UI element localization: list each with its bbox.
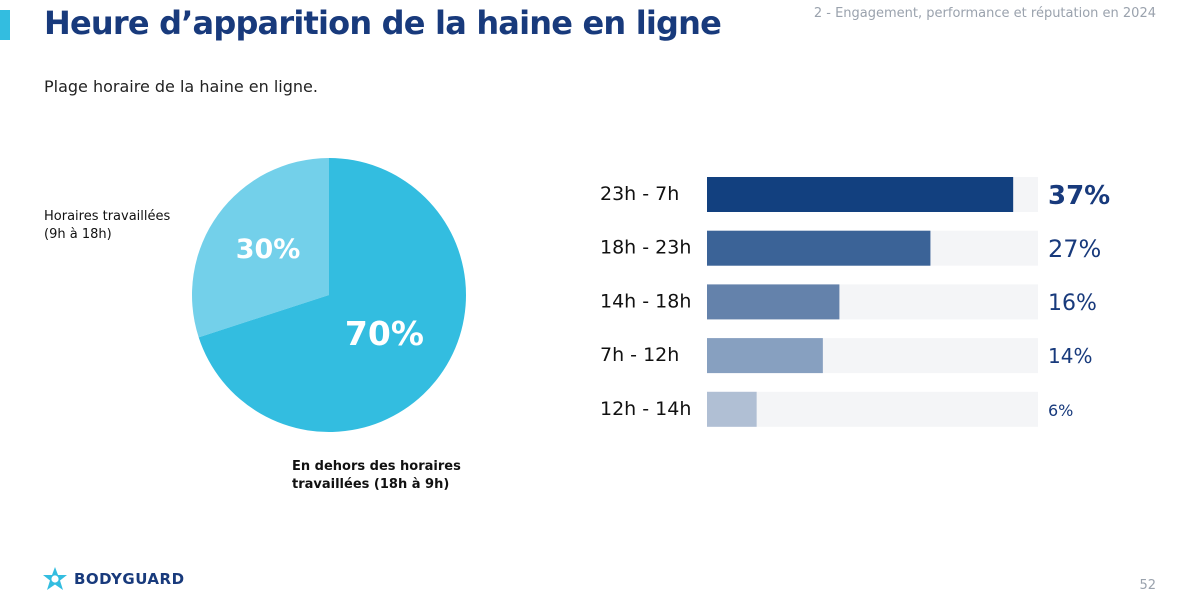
- pie-slice-off-hours: [198, 158, 467, 432]
- bar: [707, 391, 757, 427]
- bar-track: [707, 391, 1038, 427]
- bar: [707, 177, 1014, 212]
- bar-category-label: 7h - 12h: [600, 344, 679, 366]
- bar-category-label: 23h - 7h: [600, 183, 679, 205]
- bar: [707, 338, 823, 374]
- bar-category-label: 14h - 18h: [600, 290, 691, 312]
- bar-value-label: 14%: [1048, 344, 1092, 368]
- bar-category-label: 18h - 23h: [600, 237, 691, 259]
- pie-value-worked-hours: 30%: [236, 234, 301, 265]
- accent-bar: [0, 10, 10, 40]
- star-shield-icon: [43, 567, 67, 590]
- section-label: 2 - Engagement, performance et réputatio…: [813, 6, 1156, 21]
- pie-label-worked-hours: Horaires travaillées (9h à 18h): [44, 208, 194, 244]
- chart-subtitle: Plage horaire de la haine en ligne.: [44, 77, 318, 96]
- bar-value-label: 16%: [1048, 291, 1097, 316]
- logo-text: BODYGUARD: [74, 570, 185, 588]
- bar-category-label: 12h - 14h: [600, 398, 691, 420]
- pie-label-worked-hours-line2: (9h à 18h): [44, 227, 112, 242]
- bar-value-label: 27%: [1048, 235, 1101, 263]
- bodyguard-logo: BODYGUARD: [42, 566, 185, 592]
- pie-value-off-hours: 70%: [345, 314, 424, 353]
- bar: [707, 284, 840, 320]
- page-number: 52: [1139, 578, 1156, 593]
- page-title: Heure d’apparition de la haine en ligne: [44, 4, 722, 42]
- bar: [707, 230, 931, 266]
- pie-chart: 30% 70%: [191, 158, 467, 432]
- bar-value-label: 6%: [1048, 401, 1073, 420]
- pie-label-worked-hours-line1: Horaires travaillées: [44, 209, 171, 224]
- bar-value-label: 37%: [1048, 181, 1110, 211]
- pie-label-off-hours: En dehors des horaires travaillées (18h …: [292, 458, 492, 494]
- pie-label-off-hours-line2: travaillées (18h à 9h): [292, 477, 450, 492]
- pie-label-off-hours-line1: En dehors des horaires: [292, 459, 461, 474]
- pie-slice-worked-hours: [191, 158, 329, 338]
